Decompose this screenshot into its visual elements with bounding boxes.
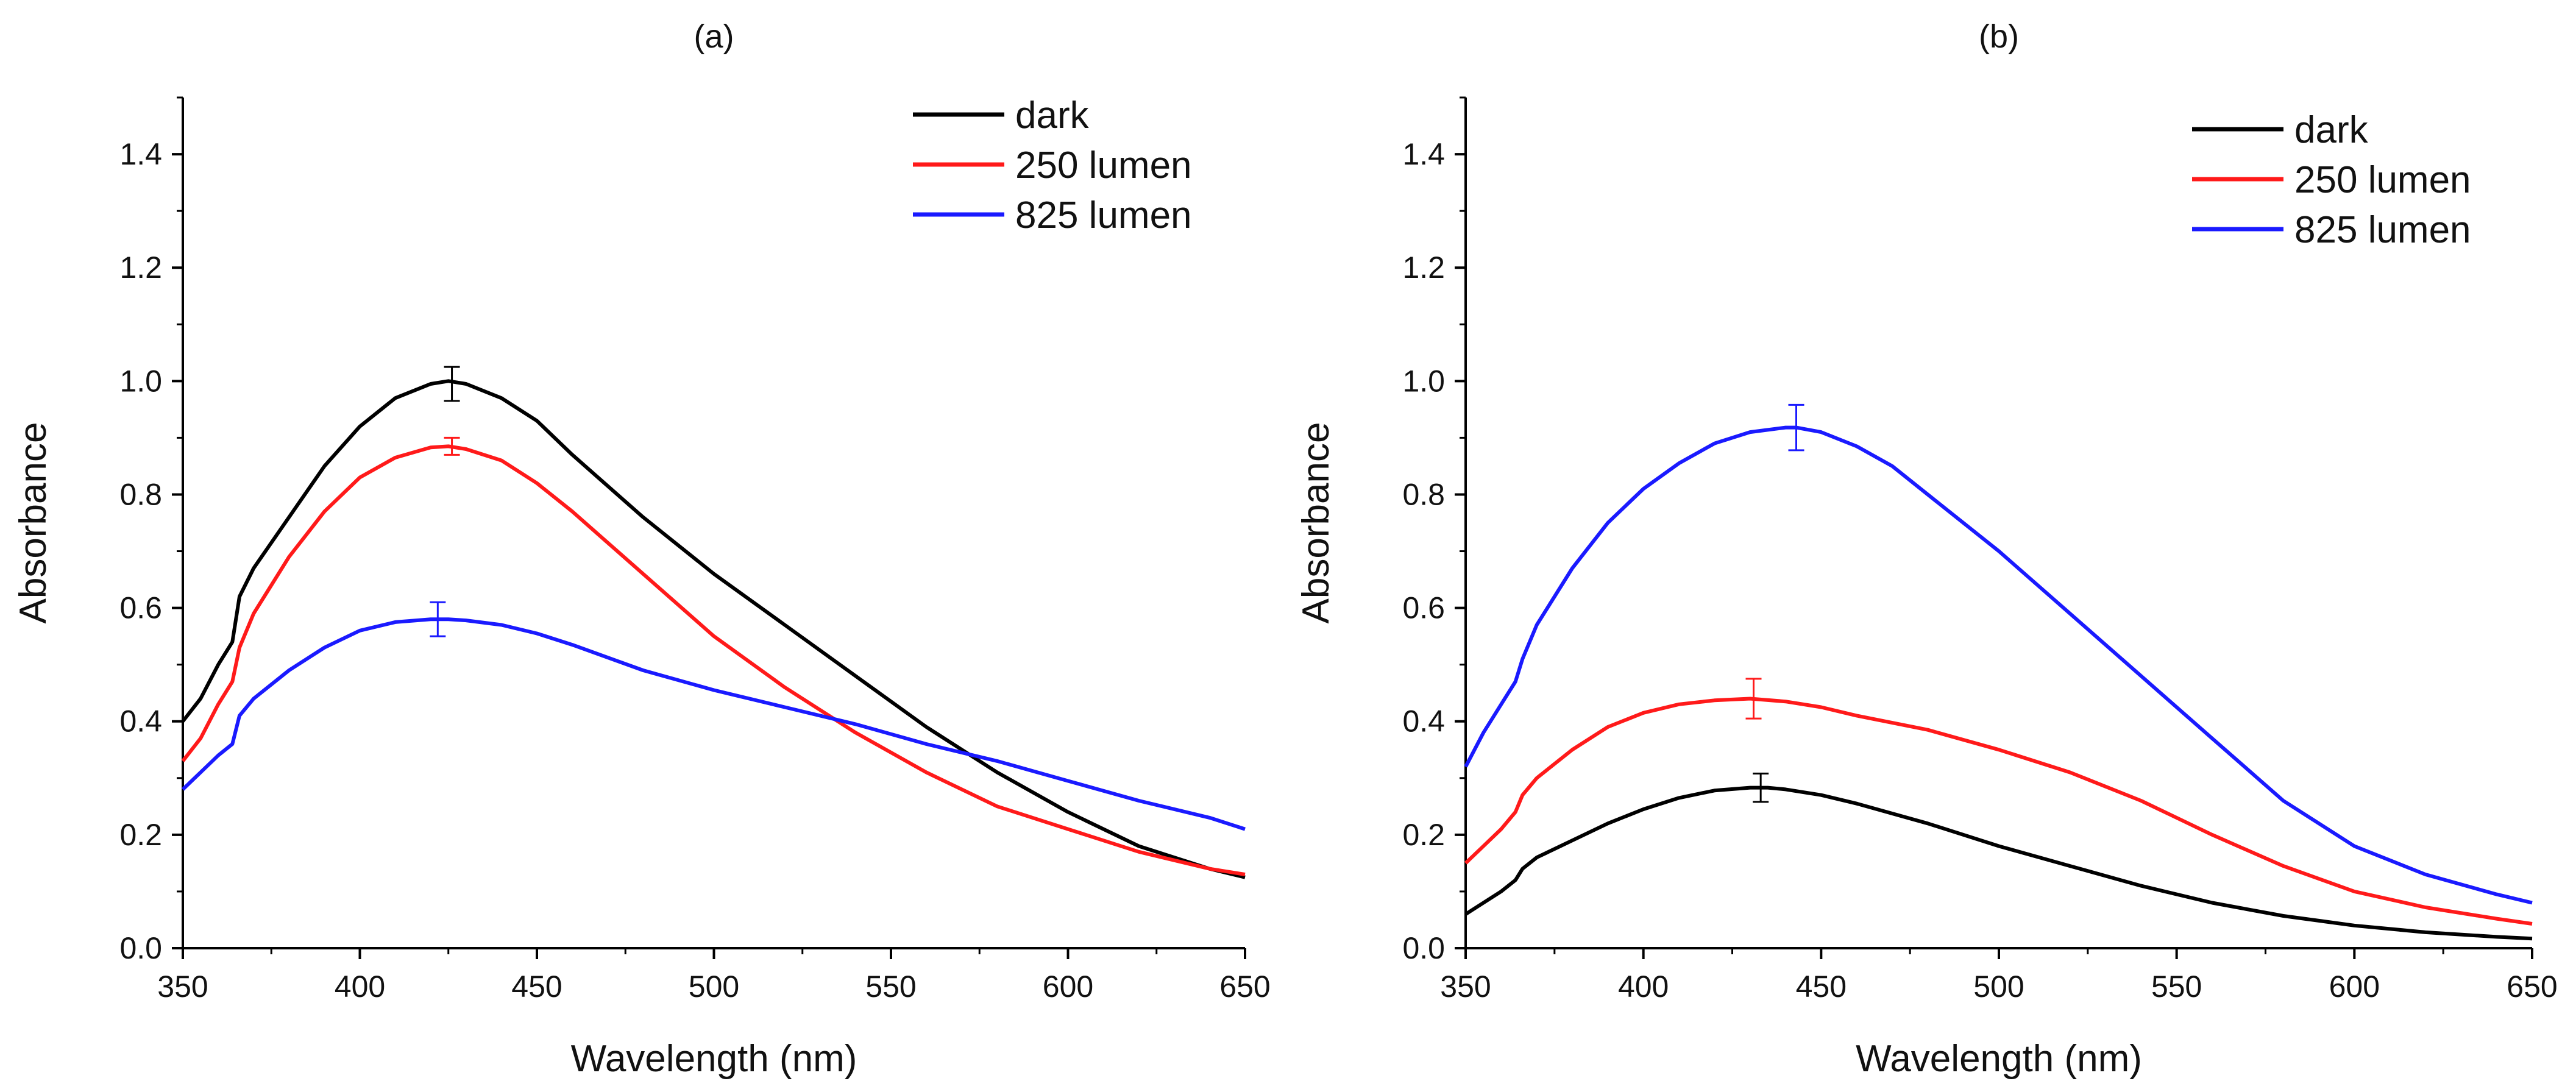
- y-axis-label-a: Absorbance: [12, 422, 54, 624]
- y-tick-labels-b: 0.0 0.2 0.4 0.6 0.8 1.0 1.2 1.4: [1402, 137, 1445, 965]
- x-tick-label: 400: [335, 970, 385, 1004]
- axes: [172, 96, 1246, 959]
- axes: [1455, 96, 2533, 959]
- series-line-825-lumen: [1464, 425, 2533, 905]
- x-tick-label: 500: [689, 970, 739, 1004]
- y-tick-label: 0.4: [119, 704, 162, 739]
- y-tick-label: 0.6: [119, 591, 162, 625]
- y-tick-label: 0.8: [119, 477, 162, 511]
- y-tick-label: 1.4: [119, 137, 162, 171]
- y-tick-label: 0.0: [119, 931, 162, 965]
- x-tick-label: 450: [511, 970, 562, 1004]
- y-tick-label: 1.2: [119, 250, 162, 285]
- chart-panel-b: (b) Wavelength (nm) Absorbance 350 400 4…: [1295, 18, 2558, 1080]
- legend-label-250-lumen: 250 lumen: [1015, 144, 1192, 186]
- y-tick-label: 0.4: [1402, 704, 1445, 739]
- x-axis-label-a: Wavelength (nm): [571, 1038, 857, 1080]
- x-tick-labels-a: 350 400 450 500 550 600 650: [157, 970, 1270, 1004]
- series-line-250-lumen: [1464, 697, 2533, 926]
- series-group: [181, 366, 1246, 879]
- chart-panel-a: (a) Wavelength (nm) Absorbance 350 400 4…: [12, 18, 1271, 1080]
- x-tick-label: 550: [2151, 970, 2202, 1004]
- panel-title-a: (a): [694, 18, 734, 55]
- y-tick-label: 1.0: [119, 364, 162, 398]
- series-group: [1464, 403, 2533, 941]
- x-tick-label: 450: [1796, 970, 1847, 1004]
- series-line-825-lumen: [181, 617, 1246, 831]
- x-tick-label: 550: [865, 970, 916, 1004]
- x-tick-labels-b: 350 400 450 500 550 600 650: [1440, 970, 2557, 1004]
- y-tick-label: 0.2: [119, 818, 162, 852]
- y-tick-label: 0.2: [1402, 818, 1445, 852]
- y-tick-label: 0.0: [1402, 931, 1445, 965]
- legend-label-825-lumen: 825 lumen: [2294, 209, 2471, 251]
- x-tick-label: 650: [2507, 970, 2557, 1004]
- x-tick-label: 650: [1219, 970, 1270, 1004]
- y-tick-label: 1.2: [1402, 250, 1445, 285]
- y-axis-label-b: Absorbance: [1295, 422, 1337, 624]
- y-tick-label: 0.8: [1402, 477, 1445, 511]
- y-tick-labels-a: 0.0 0.2 0.4 0.6 0.8 1.0 1.2 1.4: [119, 137, 162, 965]
- series-line-dark: [1464, 785, 2533, 941]
- y-tick-label: 1.0: [1402, 364, 1445, 398]
- legend-label-dark: dark: [1015, 94, 1090, 136]
- legend-label-dark: dark: [2294, 109, 2369, 151]
- legend-b: dark 250 lumen 825 lumen: [2192, 109, 2471, 251]
- x-tick-label: 400: [1618, 970, 1669, 1004]
- series-line-dark: [181, 379, 1246, 879]
- legend-label-825-lumen: 825 lumen: [1015, 194, 1192, 236]
- legend-label-250-lumen: 250 lumen: [2294, 159, 2471, 201]
- legend-a: dark 250 lumen 825 lumen: [913, 94, 1192, 236]
- series-line-250-lumen: [181, 444, 1246, 876]
- x-tick-label: 350: [1440, 970, 1491, 1004]
- y-tick-label: 0.6: [1402, 591, 1445, 625]
- panel-title-b: (b): [1979, 18, 2019, 55]
- x-tick-label: 350: [157, 970, 208, 1004]
- x-axis-label-b: Wavelength (nm): [1856, 1038, 2142, 1080]
- x-tick-label: 500: [1973, 970, 2024, 1004]
- x-tick-label: 600: [1043, 970, 1093, 1004]
- y-tick-label: 1.4: [1402, 137, 1445, 171]
- x-tick-label: 600: [2329, 970, 2380, 1004]
